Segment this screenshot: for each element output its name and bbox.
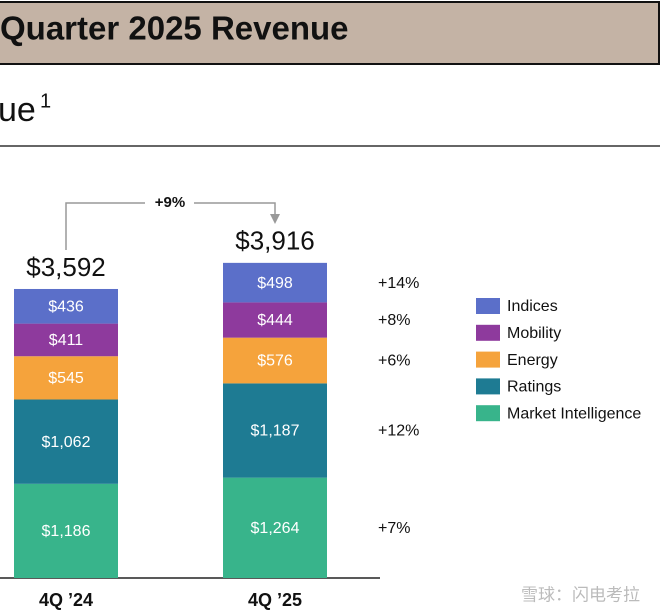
legend-label: Mobility xyxy=(507,325,561,342)
bar-segment xyxy=(14,399,118,484)
header-title: Quarter 2025 Revenue xyxy=(0,10,349,47)
bar-segment xyxy=(223,262,327,303)
value-label: $1,264 xyxy=(251,520,300,537)
total-growth: +9% xyxy=(155,194,185,211)
value-label: $1,062 xyxy=(42,434,91,451)
growth-label: +14% xyxy=(378,275,419,292)
subtitle-superscript: 1 xyxy=(40,90,51,112)
value-label: $436 xyxy=(48,299,84,316)
watermark: 雪球：闪电考拉 xyxy=(521,585,640,604)
growth-label: +8% xyxy=(378,312,410,329)
value-label: $444 xyxy=(257,312,293,329)
header-band xyxy=(0,1,660,65)
legend-swatch xyxy=(476,378,500,395)
legend-swatch xyxy=(476,298,500,314)
growth-label: +12% xyxy=(378,423,419,440)
legend-swatch xyxy=(476,324,500,341)
value-label: $1,186 xyxy=(42,523,91,540)
bar-segment xyxy=(223,302,327,338)
value-label: $545 xyxy=(48,370,84,387)
total-label: $3,592 xyxy=(26,252,106,282)
value-label: $576 xyxy=(257,353,293,370)
x-tick-label: 4Q ’25 xyxy=(248,590,302,610)
legend-label: Market Intelligence xyxy=(507,405,641,422)
value-label: $1,187 xyxy=(251,423,300,440)
bar-segment xyxy=(223,383,327,478)
total-label: $3,916 xyxy=(235,226,315,256)
legend-label: Ratings xyxy=(507,379,561,396)
bar-segment xyxy=(14,483,118,578)
x-tick-label: 4Q ’24 xyxy=(39,590,93,610)
legend-swatch xyxy=(476,405,500,422)
arrow-head xyxy=(270,214,280,224)
value-label: $411 xyxy=(49,332,84,349)
legend-label: Indices xyxy=(507,298,558,315)
growth-label: +6% xyxy=(378,353,410,370)
subtitle: ue xyxy=(0,91,36,129)
bar-segment xyxy=(223,477,327,578)
value-label: $498 xyxy=(257,275,293,292)
legend-swatch xyxy=(476,351,500,368)
legend-label: Energy xyxy=(507,352,558,369)
bar-segment xyxy=(223,337,327,384)
bar-segment xyxy=(14,288,118,324)
growth-label: +7% xyxy=(378,520,410,537)
bar-segment xyxy=(14,356,118,400)
bar-segment xyxy=(14,323,118,357)
